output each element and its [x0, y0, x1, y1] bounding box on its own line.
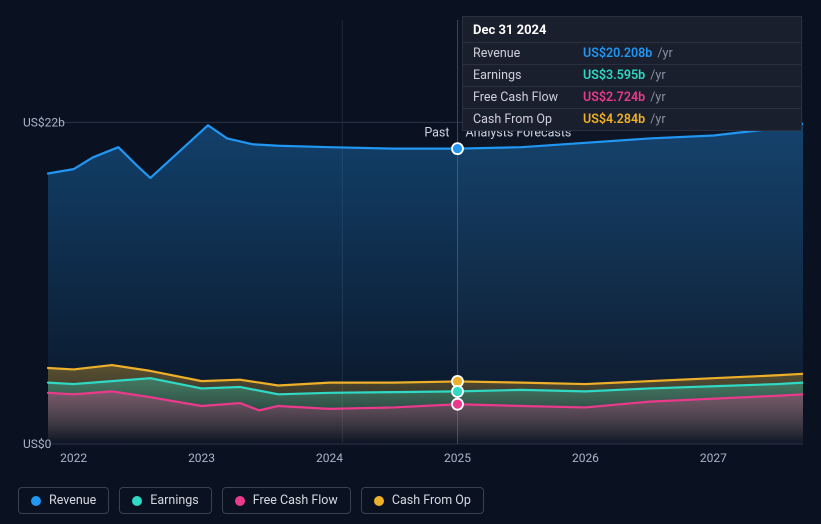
y-axis-label: US$0	[23, 437, 52, 451]
tooltip-row-label: Earnings	[473, 68, 565, 83]
tooltip-row-unit: /yr	[647, 90, 665, 105]
past-label: Past	[424, 126, 449, 141]
tooltip-row-unit: /yr	[647, 112, 665, 127]
legend-label: Cash From Op	[392, 493, 471, 508]
legend-dot-icon	[374, 496, 384, 506]
legend-label: Earnings	[150, 493, 198, 508]
tooltip-row-value: US$2.724b	[583, 90, 645, 105]
x-axis-label: 2022	[60, 451, 87, 465]
x-axis-label: 2026	[572, 451, 599, 465]
tooltip-row-label: Cash From Op	[473, 112, 565, 127]
tooltip-row: Revenue US$20.208b /yr	[463, 42, 801, 64]
tooltip-row-value-wrap: US$3.595b /yr	[583, 68, 666, 83]
legend-item-cash-from-op[interactable]: Cash From Op	[361, 487, 484, 514]
tooltip-row-label: Revenue	[473, 46, 565, 61]
tooltip-row-value-wrap: US$4.284b /yr	[583, 112, 666, 127]
y-axis-label: US$22b	[23, 115, 65, 129]
tooltip-row-unit: /yr	[654, 46, 672, 61]
tooltip-row-value: US$20.208b	[583, 46, 652, 61]
tooltip-row-value-wrap: US$2.724b /yr	[583, 90, 666, 105]
legend-item-revenue[interactable]: Revenue	[18, 487, 109, 514]
highlight-dot-revenue	[452, 143, 463, 154]
chart-tooltip: Dec 31 2024 RevenueUS$20.208b /yrEarning…	[462, 16, 802, 131]
tooltip-row-value-wrap: US$20.208b /yr	[583, 46, 673, 61]
tooltip-row: Cash From Op US$4.284b /yr	[463, 108, 801, 130]
legend-dot-icon	[31, 496, 41, 506]
tooltip-row: Free Cash Flow US$2.724b /yr	[463, 86, 801, 108]
tooltip-row-value: US$4.284b	[583, 112, 645, 127]
chart-legend: Revenue Earnings Free Cash Flow Cash From O…	[18, 487, 484, 514]
x-axis-label: 2023	[188, 451, 215, 465]
tooltip-row-unit: /yr	[647, 68, 665, 83]
highlight-dot-earnings	[452, 386, 463, 397]
tooltip-date: Dec 31 2024	[463, 17, 801, 42]
tooltip-row-label: Free Cash Flow	[473, 90, 565, 105]
legend-item-earnings[interactable]: Earnings	[119, 487, 211, 514]
legend-dot-icon	[235, 496, 245, 506]
legend-item-free-cash-flow[interactable]: Free Cash Flow	[222, 487, 351, 514]
tooltip-row: Earnings US$3.595b /yr	[463, 64, 801, 86]
x-axis-label: 2025	[444, 451, 471, 465]
legend-label: Free Cash Flow	[253, 493, 338, 508]
x-axis-label: 2027	[700, 451, 727, 465]
legend-label: Revenue	[49, 493, 96, 508]
legend-dot-icon	[132, 496, 142, 506]
highlight-dot-free_cash_flow	[452, 399, 463, 410]
x-axis-label: 2024	[316, 451, 343, 465]
tooltip-row-value: US$3.595b	[583, 68, 645, 83]
